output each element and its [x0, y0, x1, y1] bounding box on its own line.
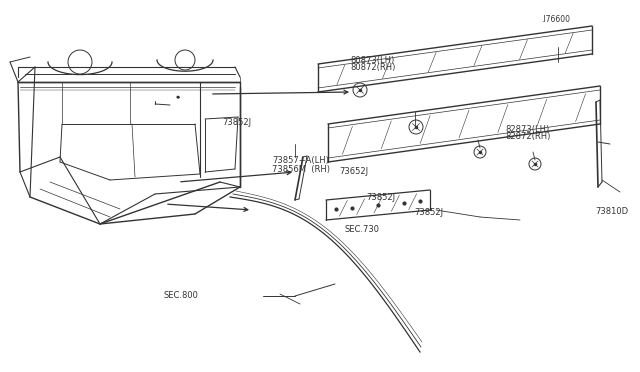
Text: 73857+A(LH): 73857+A(LH)	[272, 156, 329, 165]
Text: 73852J: 73852J	[223, 118, 252, 127]
Text: SEC.730: SEC.730	[344, 225, 380, 234]
Text: .I76600: .I76600	[541, 15, 570, 24]
Text: 80873(LH): 80873(LH)	[351, 56, 395, 65]
Text: 82873(LH): 82873(LH)	[506, 125, 550, 134]
Text: 73810D: 73810D	[595, 207, 628, 216]
Text: 73652J: 73652J	[339, 167, 369, 176]
Text: 73852J: 73852J	[366, 193, 396, 202]
Text: SEC.800: SEC.800	[163, 291, 198, 300]
Text: 73856M  (RH): 73856M (RH)	[272, 165, 330, 174]
Text: 82872(RH): 82872(RH)	[506, 132, 551, 141]
Text: 80872(RH): 80872(RH)	[351, 63, 396, 72]
Text: 73852J: 73852J	[415, 208, 444, 217]
